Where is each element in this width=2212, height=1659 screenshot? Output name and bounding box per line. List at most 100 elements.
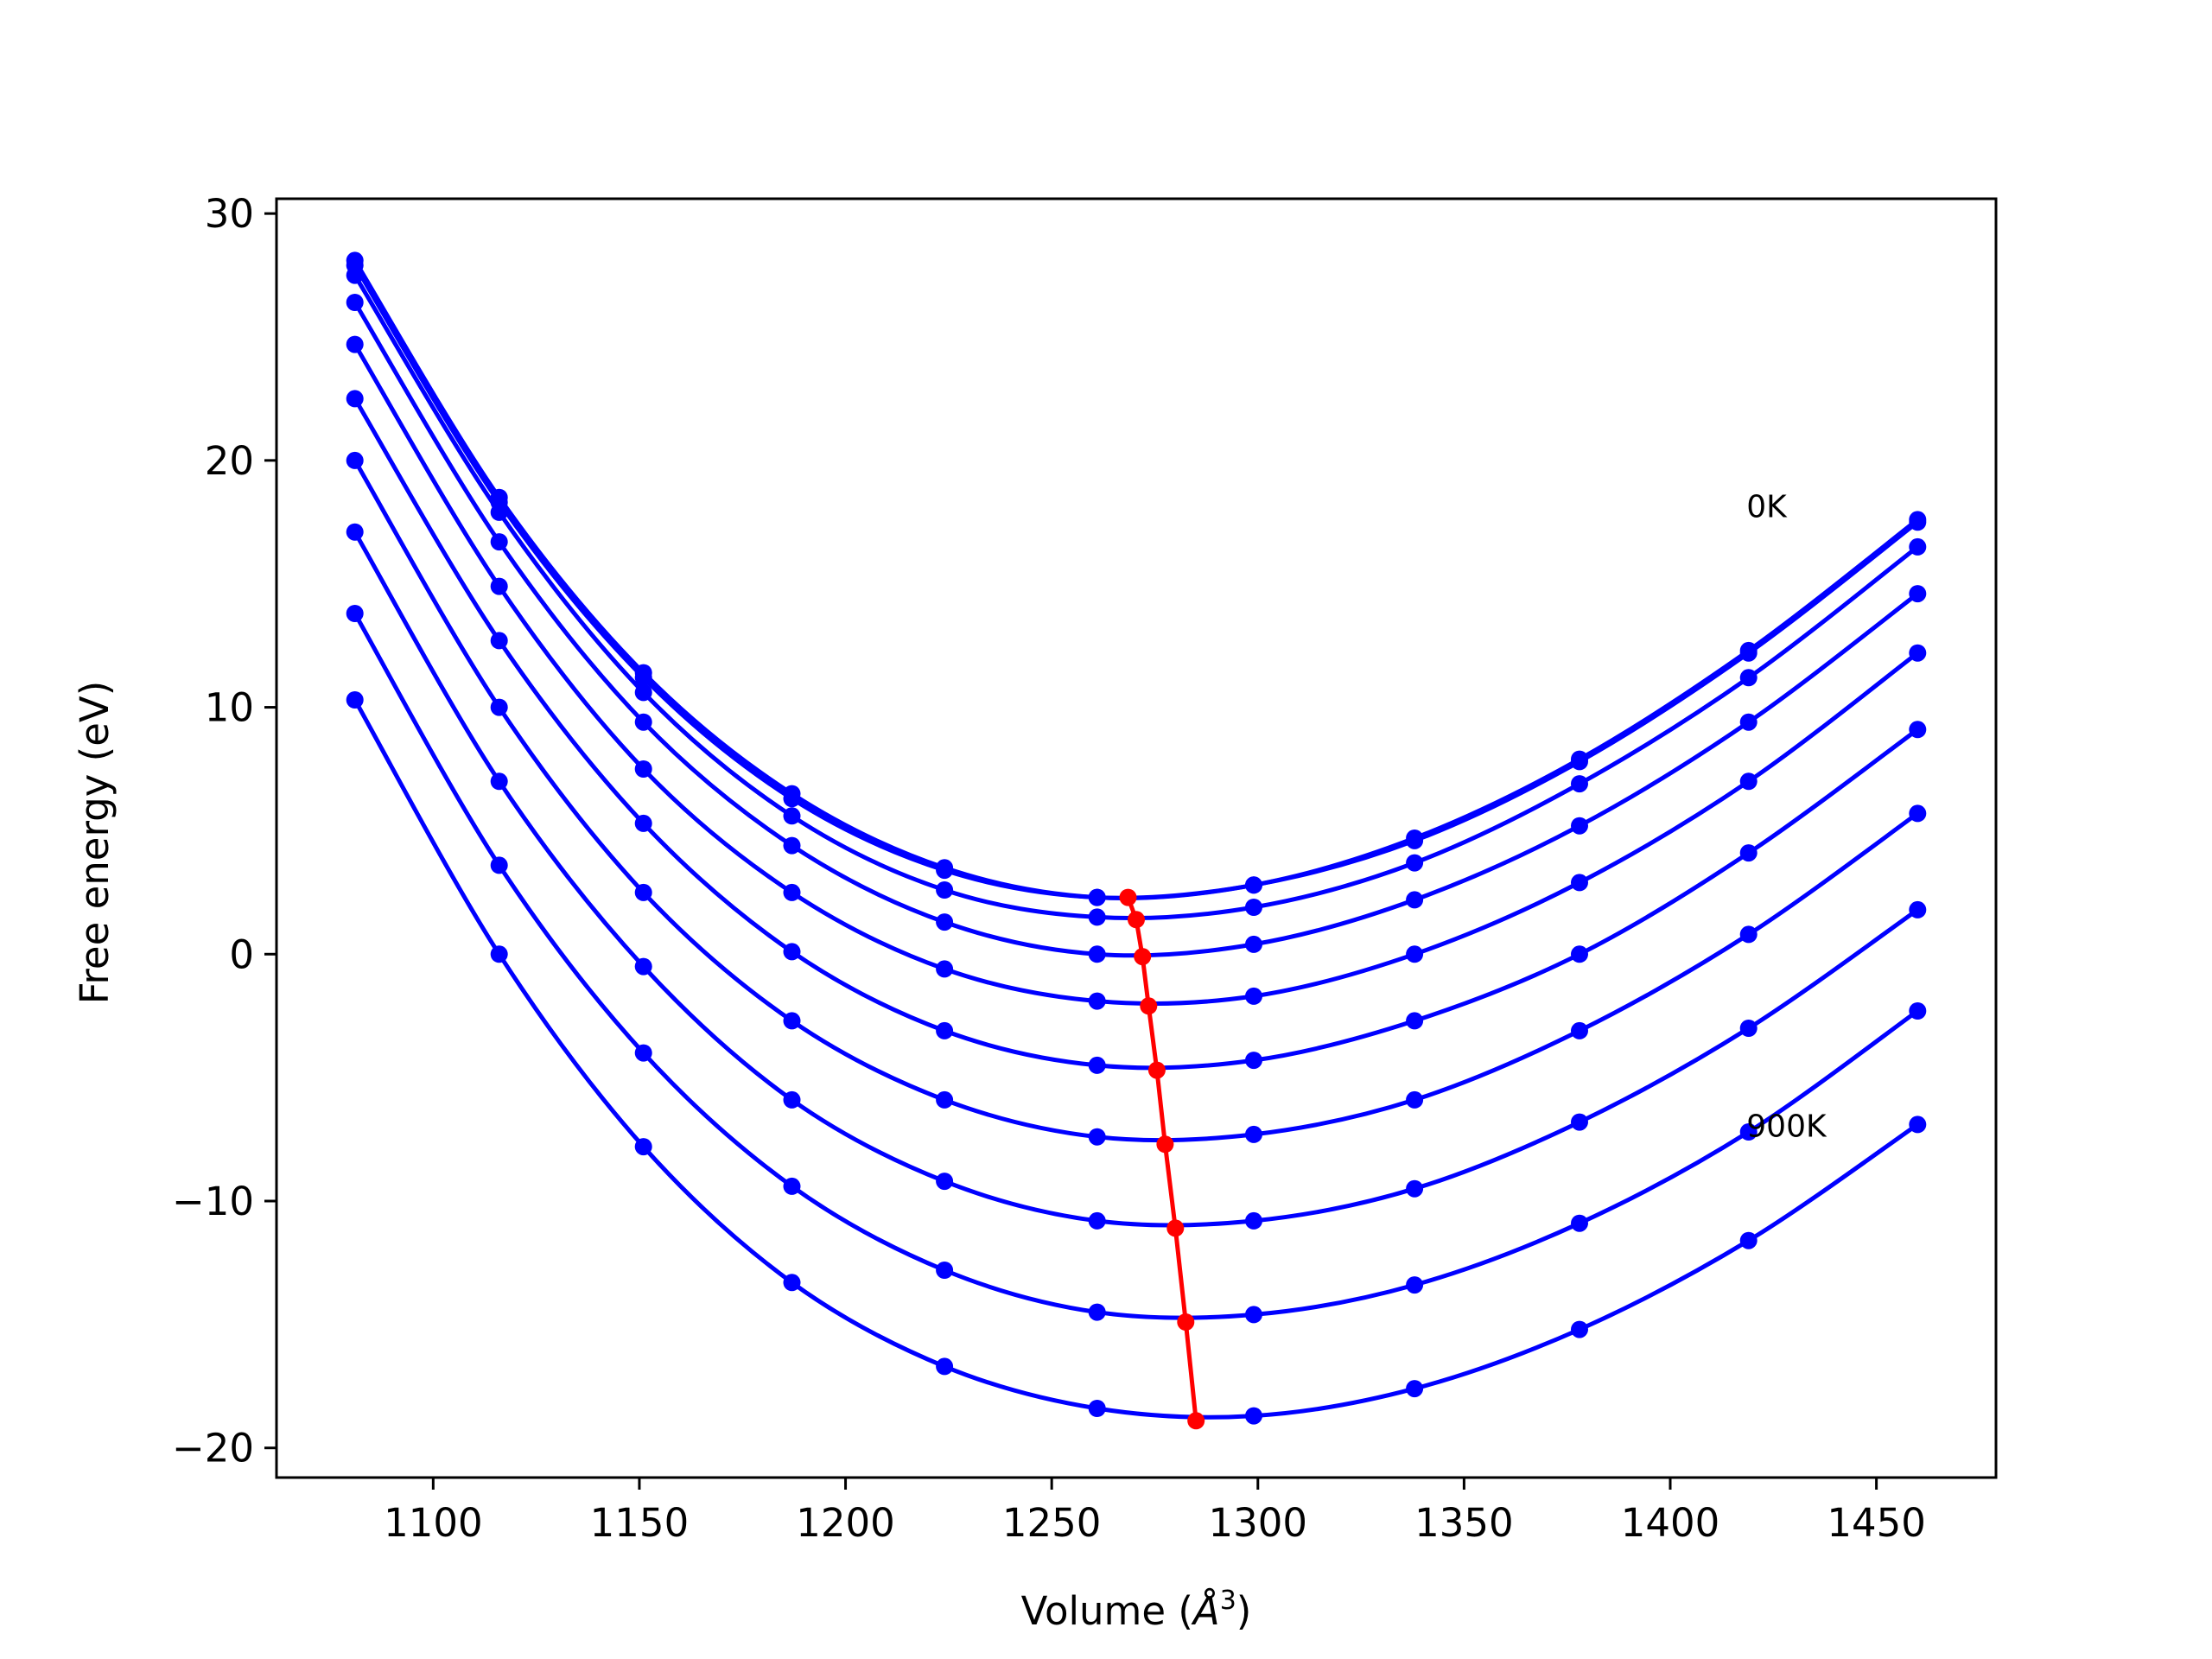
series-7-point-8 (1406, 1090, 1424, 1109)
series-8-point-10 (1739, 1020, 1758, 1037)
series-2-point-5 (936, 861, 954, 880)
series-line-9 (353, 612, 1919, 1320)
series-9-point-7 (1245, 1306, 1262, 1324)
x-axis-label-suffix: ) (1236, 1588, 1252, 1634)
series-4-point-7 (1245, 935, 1262, 953)
series-10-point-9 (1571, 1320, 1588, 1338)
minimum-path-point-2 (1128, 911, 1145, 929)
series-6-point-11 (1909, 721, 1927, 739)
series-3-point-9 (1571, 775, 1588, 793)
series-7-point-2 (490, 698, 508, 716)
series-6-point-3 (634, 814, 652, 832)
series-2-point-4 (783, 790, 801, 808)
series-7-point-4 (783, 1012, 801, 1030)
series-2-point-3 (634, 669, 652, 687)
series-5-point-10 (1739, 772, 1758, 791)
series-6-point-8 (1406, 1012, 1424, 1030)
series-line-1 (353, 259, 1919, 900)
series-8-point-2 (490, 772, 508, 791)
series-5-point-1 (346, 335, 364, 353)
series-10-point-2 (490, 945, 508, 963)
minimum-path-layer (1119, 888, 1205, 1430)
series-8-point-8 (1406, 1179, 1424, 1198)
minimum-path-point-3 (1134, 948, 1152, 966)
series-5-point-7 (1245, 987, 1262, 1005)
series-9-point-8 (1406, 1276, 1424, 1294)
series-9-point-3 (634, 1044, 652, 1062)
series-line-10 (353, 698, 1919, 1420)
minimum-path-point-1 (1119, 888, 1137, 906)
series-3-point-1 (346, 266, 364, 284)
series-4-point-2 (490, 533, 508, 551)
x-axis-label-prefix: Volume ( (1021, 1588, 1193, 1634)
y-tick-label--10: −10 (172, 1179, 254, 1224)
series-9-point-11 (1909, 1002, 1927, 1020)
series-5-point-11 (1909, 644, 1927, 662)
series-7-point-10 (1739, 925, 1758, 944)
x-tick-label-1350: 1350 (1414, 1500, 1514, 1546)
series-2-point-7 (1245, 876, 1262, 894)
series-2-point-9 (1571, 753, 1588, 771)
series-2-point-11 (1909, 513, 1927, 531)
series-3-point-5 (936, 881, 954, 899)
y-tick-label-10: 10 (205, 685, 254, 731)
series-line-3 (353, 274, 1919, 921)
series-line-2 (353, 264, 1919, 900)
series-5-point-6 (1088, 992, 1106, 1010)
series-2-point-8 (1406, 831, 1424, 849)
series-3-point-3 (634, 683, 652, 702)
y-axis-ticks: −20 −10 0 10 20 30 (172, 191, 276, 1471)
y-tick-label-0: 0 (229, 931, 254, 977)
series-6-point-7 (1245, 1052, 1262, 1070)
series-4-point-3 (634, 713, 652, 731)
minimum-path-point-9 (1187, 1412, 1205, 1430)
series-3-point-11 (1909, 537, 1927, 556)
series-6-point-6 (1088, 1056, 1106, 1074)
x-tick-label-1200: 1200 (796, 1500, 895, 1546)
series-4-point-5 (936, 913, 954, 931)
x-tick-label-1250: 1250 (1002, 1500, 1102, 1546)
y-axis-label: Free energy (eV) (72, 681, 118, 1004)
series-6-point-5 (936, 1021, 954, 1039)
series-10-point-11 (1909, 1116, 1927, 1134)
minimum-path-point-7 (1166, 1219, 1185, 1237)
x-tick-label-1450: 1450 (1827, 1500, 1926, 1546)
series-10-point-4 (783, 1274, 801, 1292)
annotation-0k: 0K (1746, 490, 1788, 525)
y-tick-label-30: 30 (205, 191, 254, 237)
series-7-point-11 (1909, 804, 1927, 823)
series-9-point-6 (1088, 1303, 1106, 1321)
series-8-point-11 (1909, 900, 1927, 918)
series-8-point-4 (783, 1090, 801, 1109)
x-tick-label-1150: 1150 (590, 1500, 690, 1546)
series-7-point-7 (1245, 1125, 1262, 1143)
series-10-point-10 (1739, 1231, 1758, 1249)
minimum-path-point-5 (1147, 1061, 1166, 1079)
y-tick-label-20: 20 (205, 438, 254, 484)
series-9-point-5 (936, 1262, 954, 1279)
series-9-point-2 (490, 856, 508, 874)
series-6-point-2 (490, 632, 508, 650)
series-10-point-8 (1406, 1380, 1424, 1398)
series-4-point-4 (783, 836, 801, 855)
series-5-point-2 (490, 577, 508, 595)
series-4-point-8 (1406, 891, 1424, 909)
series-3-point-7 (1245, 899, 1262, 916)
x-axis-label-unit: Å (1191, 1588, 1220, 1634)
x-axis-label: Volume (Å3) (1021, 1586, 1252, 1634)
series-4-point-6 (1088, 945, 1106, 963)
series-7-point-6 (1088, 1128, 1106, 1146)
series-5-point-5 (936, 960, 954, 978)
y-tick-label--20: −20 (172, 1426, 254, 1471)
series-line-5 (353, 343, 1919, 1006)
plot-frame (275, 197, 1998, 1479)
x-axis-ticks: 1100 1150 1200 1250 1300 1350 1400 1450 (384, 1478, 1926, 1546)
annotation-layer: 0K 900K (1746, 490, 1827, 1145)
series-3-point-6 (1088, 908, 1106, 926)
x-tick-label-1100: 1100 (384, 1500, 483, 1546)
series-9-point-9 (1571, 1214, 1588, 1232)
series-8-point-7 (1245, 1211, 1262, 1230)
series-10-point-5 (936, 1357, 954, 1376)
series-5-point-3 (634, 760, 652, 778)
